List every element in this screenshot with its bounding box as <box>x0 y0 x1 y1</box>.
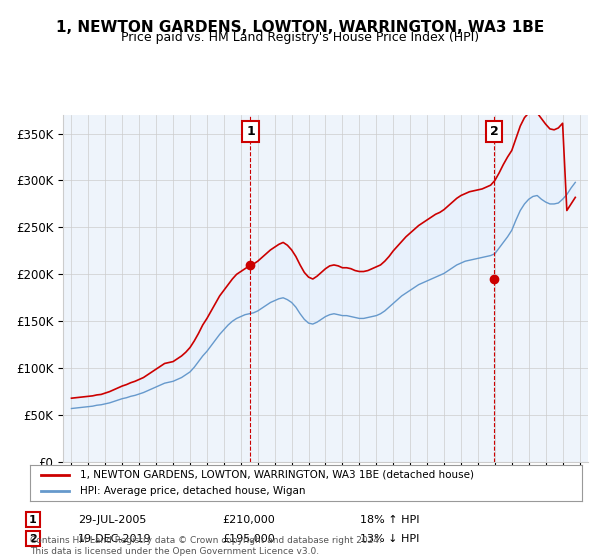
Text: 1, NEWTON GARDENS, LOWTON, WARRINGTON, WA3 1BE (detached house): 1, NEWTON GARDENS, LOWTON, WARRINGTON, W… <box>80 470 473 480</box>
Text: 13% ↓ HPI: 13% ↓ HPI <box>360 534 419 544</box>
Text: 1: 1 <box>29 515 37 525</box>
Text: Contains HM Land Registry data © Crown copyright and database right 2024.
This d: Contains HM Land Registry data © Crown c… <box>30 536 382 556</box>
Text: Price paid vs. HM Land Registry's House Price Index (HPI): Price paid vs. HM Land Registry's House … <box>121 31 479 44</box>
Text: 2: 2 <box>490 125 499 138</box>
Text: 29-JUL-2005: 29-JUL-2005 <box>78 515 146 525</box>
Text: 19-DEC-2019: 19-DEC-2019 <box>78 534 152 544</box>
Text: 2: 2 <box>29 534 37 544</box>
Text: £210,000: £210,000 <box>222 515 275 525</box>
Text: 1, NEWTON GARDENS, LOWTON, WARRINGTON, WA3 1BE: 1, NEWTON GARDENS, LOWTON, WARRINGTON, W… <box>56 20 544 35</box>
Text: 1: 1 <box>246 125 255 138</box>
Text: HPI: Average price, detached house, Wigan: HPI: Average price, detached house, Wiga… <box>80 486 305 496</box>
Text: £195,000: £195,000 <box>222 534 275 544</box>
Text: 18% ↑ HPI: 18% ↑ HPI <box>360 515 419 525</box>
